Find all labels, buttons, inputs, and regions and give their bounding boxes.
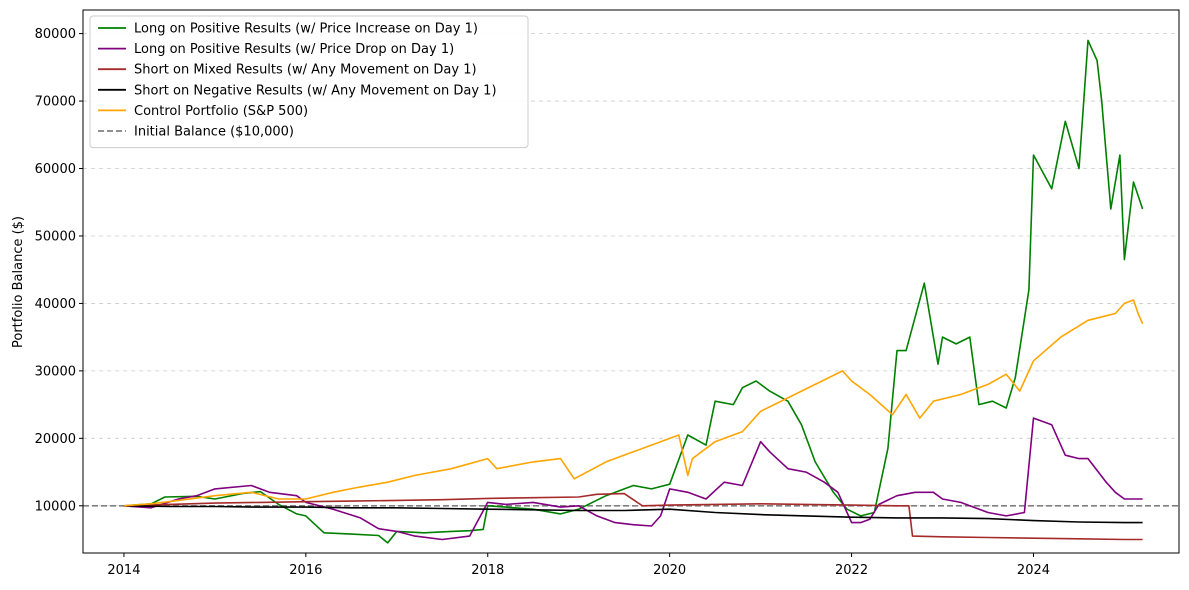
legend-label-6: Initial Balance ($10,000): [134, 125, 294, 140]
series-line-1: [123, 39, 1144, 544]
legend-label-3: Short on Mixed Results (w/ Any Movement …: [134, 63, 477, 78]
x-tick-label: 2024: [1017, 563, 1050, 578]
y-tick-label: 50000: [35, 229, 76, 244]
legend-label-5: Control Portfolio (S&P 500): [134, 104, 308, 119]
series-line-4: [123, 505, 1143, 524]
series-line-3: [123, 492, 1143, 541]
y-axis: 10000 20000 30000 40000 50000 60000 70000 80000: [35, 27, 83, 514]
y-tick-label: 20000: [35, 432, 76, 447]
x-tick-label: 2020: [653, 563, 686, 578]
x-tick-label: 2016: [289, 563, 322, 578]
legend: Long on Positive Results (w/ Price Incre…: [89, 15, 529, 149]
legend-label-4: Short on Negative Results (w/ Any Moveme…: [134, 83, 497, 98]
y-tick-label: 10000: [35, 499, 76, 514]
series-group: [123, 39, 1144, 544]
legend-label-2: Long on Positive Results (w/ Price Drop …: [134, 42, 454, 57]
plot-frame: [82, 9, 1180, 554]
y-tick-label: 60000: [35, 162, 76, 177]
y-tick-label: 40000: [35, 297, 76, 312]
x-tick-label: 2022: [835, 563, 868, 578]
series-line-2: [123, 417, 1143, 541]
x-tick-label: 2018: [471, 563, 504, 578]
x-axis: 2014 2016 2018 2020 2022 2024: [107, 553, 1050, 578]
y-tick-label: 30000: [35, 364, 76, 379]
y-axis-label: Portfolio Balance ($): [11, 216, 26, 348]
legend-label-1: Long on Positive Results (w/ Price Incre…: [134, 22, 478, 37]
legend-box: [89, 15, 529, 149]
grid: [83, 33, 1179, 507]
y-tick-label: 70000: [35, 95, 76, 110]
x-tick-label: 2014: [107, 563, 140, 578]
y-tick-label: 80000: [35, 27, 76, 42]
series-line-5: [123, 299, 1144, 507]
